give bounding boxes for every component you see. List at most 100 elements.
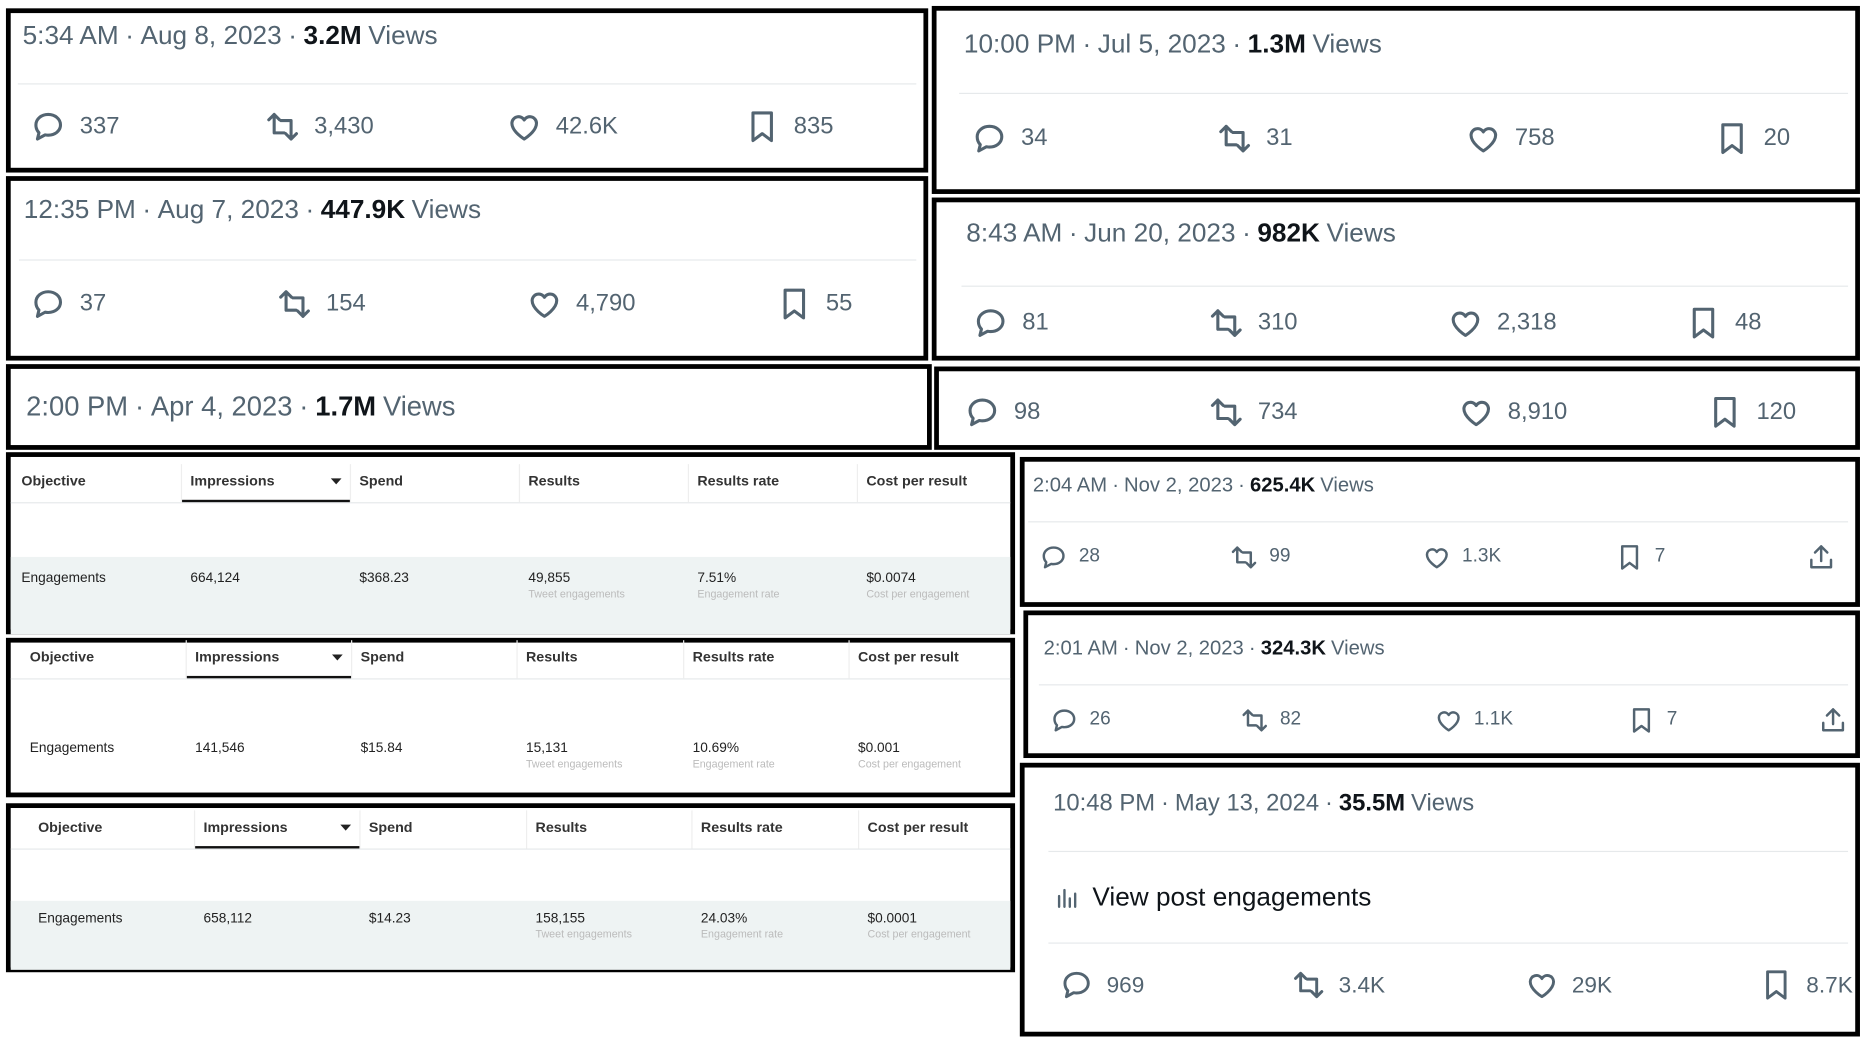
bookmarks-count: 7 [1654, 546, 1666, 567]
bookmarks-count: 120 [1756, 398, 1797, 425]
column-header: Impressions [190, 472, 275, 490]
cell-sublabel: Cost per engagement [866, 587, 970, 600]
separator: · [1325, 790, 1333, 817]
view-engagements-link[interactable]: View post engagements [1092, 881, 1372, 912]
reposts-icon [279, 289, 310, 318]
col-divider [518, 464, 521, 503]
column-header: Results rate [692, 648, 775, 666]
tweet-time: 2:00 PM [26, 390, 129, 422]
tweet-time: 10:48 PM [1053, 790, 1156, 817]
dropdown-arrow[interactable] [340, 824, 352, 831]
replies-count: 969 [1106, 972, 1145, 998]
separator: · [299, 390, 309, 422]
tweet-meta: 2:04 AM · Nov 2, 2023 · 625.4K Views [1033, 474, 1374, 494]
tweet-time: 8:43 AM [966, 217, 1063, 248]
replies-icon [1042, 545, 1065, 568]
separator: · [288, 20, 297, 50]
tweet-card [934, 366, 1860, 450]
tweet-meta: 5:34 AM · Aug 8, 2023 · 3.2M Views [23, 22, 438, 48]
bookmarks-icon [1714, 396, 1736, 428]
column-header: Cost per result [857, 648, 959, 666]
cell: 664,124 [190, 571, 240, 586]
column-header: Spend [368, 818, 413, 836]
replies-icon [34, 112, 63, 140]
column-header: Objective [21, 472, 86, 490]
separator: · [1238, 473, 1245, 496]
col-divider [349, 464, 352, 503]
chart-icon [1057, 888, 1077, 908]
likes-icon [1425, 547, 1448, 568]
dropdown-arrow[interactable] [332, 654, 343, 661]
likes-count: 1.1K [1473, 709, 1514, 730]
tweet-card [5, 364, 932, 450]
views-label: Views [368, 20, 438, 50]
tweet-date: Nov 2, 2023 [1124, 473, 1234, 496]
cell: $368.23 [359, 571, 409, 586]
tweet-time: 5:34 AM [22, 20, 119, 50]
separator: · [1242, 217, 1251, 248]
bookmarks-icon [1692, 307, 1715, 338]
column-header: Objective [38, 818, 103, 836]
sort-underline [195, 846, 360, 849]
likes-icon [510, 114, 539, 140]
share-icon [1810, 544, 1833, 568]
reposts-count: 310 [1257, 309, 1298, 336]
likes-icon [530, 291, 559, 318]
tweet-time: 2:01 AM [1043, 636, 1118, 659]
tweet-meta: 8:43 AM · Jun 20, 2023 · 982K Views [966, 217, 1396, 248]
reposts-count: 3.4K [1338, 972, 1386, 998]
tweet-meta: 12:35 PM · Aug 7, 2023 · 447.9K Views [24, 196, 481, 222]
likes-count: 758 [1514, 124, 1555, 152]
column-header: Cost per result [867, 818, 969, 836]
replies-icon [34, 289, 63, 318]
cell: $0.0074 [866, 571, 916, 586]
tweet-card [5, 176, 929, 361]
tweet-date: May 13, 2024 [1174, 790, 1320, 817]
likes-icon [1462, 400, 1491, 426]
view-count: 35.5M [1338, 790, 1406, 817]
cell: 24.03% [700, 911, 748, 926]
tweet-meta: 2:00 PM · Apr 4, 2023 · 1.7M Views [26, 393, 455, 420]
col-divider [848, 640, 850, 679]
column-header: Objective [29, 648, 95, 666]
cell: 158,155 [535, 911, 585, 926]
reposts-count: 99 [1269, 546, 1291, 567]
separator: · [134, 390, 145, 422]
divider [10, 502, 1011, 504]
views-label: Views [382, 390, 456, 422]
tweet-date: Aug 7, 2023 [157, 193, 299, 224]
column-header: Results rate [697, 472, 780, 490]
replies-icon [975, 124, 1004, 152]
tweet-time: 10:00 PM [963, 28, 1076, 59]
divider [1048, 850, 1849, 853]
tweet-meta: 2:01 AM · Nov 2, 2023 · 324.3K Views [1044, 637, 1385, 657]
row-background [10, 900, 1011, 970]
cell-sublabel: Cost per engagement [857, 758, 961, 770]
view-count: 1.3M [1247, 28, 1306, 59]
replies-icon [1063, 972, 1090, 999]
replies-count: 37 [79, 290, 107, 317]
cell: 49,855 [528, 571, 571, 586]
column-header: Results [528, 472, 580, 490]
replies-count: 81 [1022, 309, 1049, 336]
likes-count: 2,318 [1497, 309, 1557, 336]
reposts-icon [1242, 708, 1268, 732]
reposts-icon [1210, 308, 1242, 337]
col-divider [857, 810, 860, 849]
column-header: Spend [360, 648, 405, 666]
sort-underline [182, 499, 350, 503]
bookmarks-icon [1766, 970, 1787, 1000]
col-divider [687, 464, 690, 503]
separator: · [1232, 28, 1242, 59]
cell: 7.51% [697, 571, 737, 586]
dropdown-arrow[interactable] [330, 478, 342, 485]
cell: 15,131 [525, 741, 568, 756]
reposts-count: 31 [1266, 124, 1293, 152]
likes-count: 4,790 [575, 290, 636, 317]
reposts-icon [1210, 397, 1242, 426]
col-divider [691, 810, 693, 849]
tweet-date: Jul 5, 2023 [1097, 28, 1226, 59]
col-divider [351, 640, 353, 679]
